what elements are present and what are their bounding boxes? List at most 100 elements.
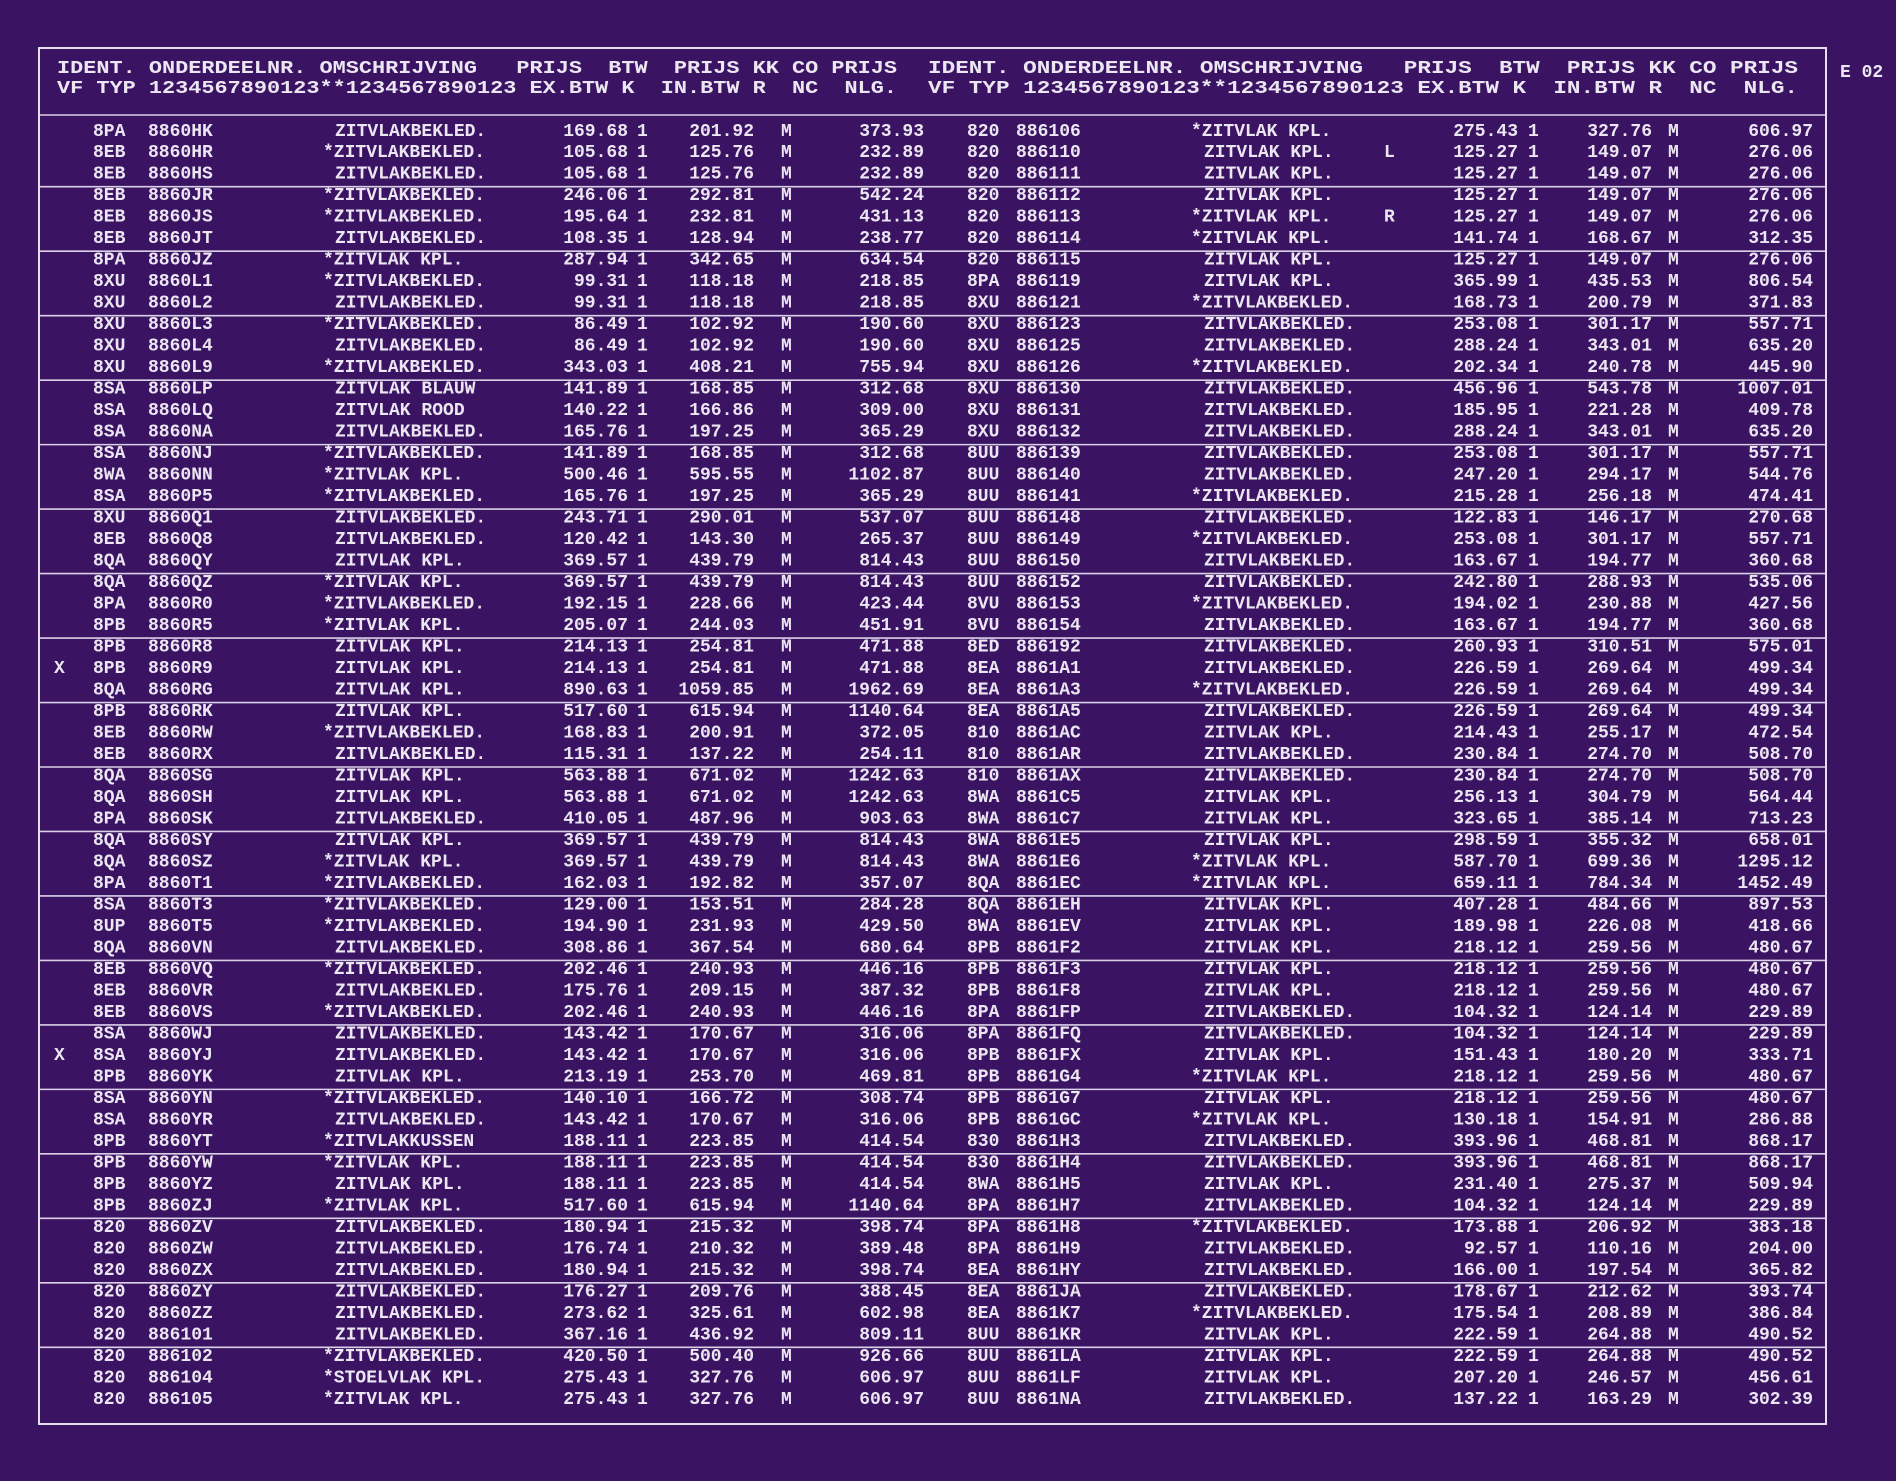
- description: ZITVLAK KPL.: [1204, 272, 1334, 292]
- price-nlg: 414.54: [859, 1132, 924, 1152]
- description: ZITVLAKBEKLED.: [335, 1304, 486, 1324]
- description: ZITVLAKBEKLED.: [335, 337, 486, 357]
- ident-vf: 8PA: [967, 1024, 1000, 1044]
- ident-vf: 8XU: [967, 315, 999, 335]
- part-number: 8860SZ: [148, 852, 213, 872]
- description: *ZITVLAK KPL.: [1191, 852, 1331, 872]
- part-number: 8860L3: [148, 315, 213, 335]
- kk-code: M: [1668, 1261, 1679, 1281]
- ident-vf: 8PB: [93, 659, 126, 679]
- price-nlg: 658.01: [1748, 831, 1813, 851]
- price-in-btw: 292.81: [689, 186, 754, 206]
- part-number: 8860QZ: [148, 573, 213, 593]
- part-number: 8861KR: [1016, 1325, 1081, 1345]
- description: ZITVLAKBEKLED.: [335, 1282, 486, 1302]
- description: ZITVLAK KPL.: [335, 788, 465, 808]
- kk-code: M: [781, 1282, 792, 1302]
- ident-vf: 8WA: [967, 917, 1000, 937]
- price-nlg: 814.43: [859, 831, 924, 851]
- price-ex-btw: 99.31: [574, 272, 628, 292]
- part-number: 8860HS: [148, 165, 213, 185]
- btw-code: 1: [637, 1003, 648, 1023]
- price-in-btw: 118.18: [689, 294, 754, 314]
- part-number: 8860R5: [148, 616, 213, 636]
- description: ZITVLAKBEKLED.: [1204, 745, 1355, 765]
- part-number: 8861F8: [1016, 981, 1081, 1001]
- btw-code: 1: [637, 917, 648, 937]
- kk-code: M: [1668, 745, 1679, 765]
- btw-code: 1: [637, 1261, 648, 1281]
- price-in-btw: 149.07: [1587, 165, 1652, 185]
- price-in-btw: 1059.85: [678, 681, 754, 701]
- part-number: 8860ZW: [148, 1239, 213, 1259]
- part-number: 8860R8: [148, 638, 213, 658]
- price-ex-btw: 890.63: [563, 681, 628, 701]
- description: *ZITVLAK KPL.: [323, 1153, 463, 1173]
- kk-code: M: [1668, 638, 1679, 658]
- price-ex-btw: 369.57: [563, 552, 628, 572]
- price-ex-btw: 207.20: [1453, 1368, 1518, 1388]
- part-number: 8861F3: [1016, 960, 1081, 980]
- price-nlg: 606.97: [859, 1390, 924, 1410]
- kk-code: M: [781, 380, 792, 400]
- description: ZITVLAK KPL.: [335, 766, 465, 786]
- description: *ZITVLAKBEKLED.: [1191, 358, 1353, 378]
- price-in-btw: 487.96: [689, 809, 754, 829]
- price-in-btw: 208.89: [1587, 1304, 1652, 1324]
- part-number: 8861LA: [1016, 1347, 1081, 1367]
- ident-vf: 8PB: [93, 1153, 126, 1173]
- part-number: 8861E5: [1016, 831, 1081, 851]
- price-ex-btw: 130.18: [1453, 1110, 1518, 1130]
- price-ex-btw: 122.83: [1453, 509, 1518, 529]
- part-number: 886140: [1016, 466, 1081, 486]
- description: *ZITVLAKBEKLED.: [1191, 1304, 1353, 1324]
- price-in-btw: 170.67: [689, 1046, 754, 1066]
- price-in-btw: 209.76: [689, 1282, 754, 1302]
- kk-code: M: [1668, 1282, 1679, 1302]
- description: ZITVLAKBEKLED.: [1204, 1239, 1355, 1259]
- price-ex-btw: 115.31: [563, 745, 628, 765]
- ident-vf: 8XU: [967, 380, 999, 400]
- ident-vf: 8UU: [967, 552, 999, 572]
- btw-code: 1: [637, 595, 648, 615]
- part-number: 886150: [1016, 552, 1081, 572]
- price-ex-btw: 218.12: [1453, 960, 1518, 980]
- ident-vf: 820: [967, 143, 999, 163]
- part-number: 8860YZ: [148, 1175, 213, 1195]
- price-in-btw: 124.14: [1587, 1196, 1652, 1216]
- kk-code: M: [1668, 509, 1679, 529]
- price-nlg: 480.67: [1748, 1089, 1813, 1109]
- part-number: 8861K7: [1016, 1304, 1081, 1324]
- price-nlg: 265.37: [859, 530, 924, 550]
- price-in-btw: 259.56: [1587, 1067, 1652, 1087]
- btw-code: 1: [637, 1347, 648, 1367]
- part-number: 886114: [1016, 229, 1081, 249]
- kk-code: M: [781, 509, 792, 529]
- price-ex-btw: 168.73: [1453, 294, 1518, 314]
- price-in-btw: 274.70: [1587, 766, 1652, 786]
- description: *ZITVLAKBEKLED.: [1191, 487, 1353, 507]
- ident-vf: 8WA: [967, 788, 1000, 808]
- price-nlg: 1140.64: [848, 1196, 924, 1216]
- price-nlg: 868.17: [1748, 1132, 1813, 1152]
- btw-code: 1: [637, 659, 648, 679]
- price-in-btw: 439.79: [689, 831, 754, 851]
- ident-vf: 8WA: [967, 1175, 1000, 1195]
- price-ex-btw: 369.57: [563, 852, 628, 872]
- description: ZITVLAKBEKLED.: [1204, 573, 1355, 593]
- ident-vf: 8UU: [967, 1368, 999, 1388]
- ident-vf: 8QA: [93, 573, 126, 593]
- description: ZITVLAK KPL.: [1204, 960, 1334, 980]
- price-in-btw: 223.85: [689, 1132, 754, 1152]
- ident-vf: 8QA: [967, 895, 1000, 915]
- price-in-btw: 468.81: [1587, 1132, 1652, 1152]
- part-number: 886115: [1016, 251, 1081, 271]
- part-number: 8860RK: [148, 702, 213, 722]
- ident-vf: 8QA: [967, 874, 1000, 894]
- description: ZITVLAKBEKLED.: [1204, 1153, 1355, 1173]
- part-number: 8860HR: [148, 143, 213, 163]
- price-ex-btw: 180.94: [563, 1261, 628, 1281]
- part-number: 8861E6: [1016, 852, 1081, 872]
- description: ZITVLAKBEKLED.: [1204, 766, 1355, 786]
- btw-code: 1: [1528, 294, 1539, 314]
